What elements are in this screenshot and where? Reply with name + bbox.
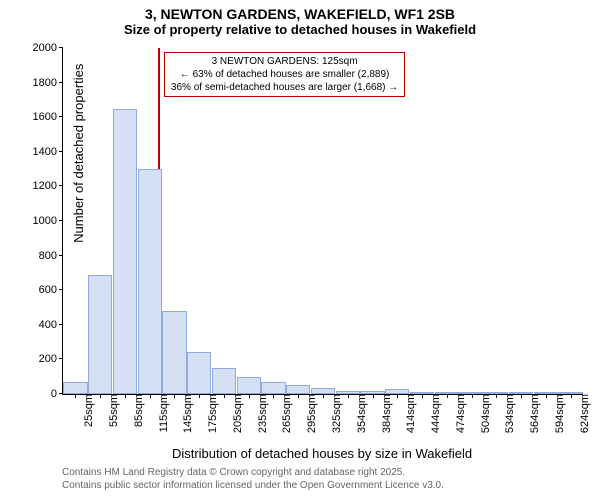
x-tick-label: 354sqm <box>352 394 368 433</box>
footer-attribution: Contains HM Land Registry data © Crown c… <box>62 466 444 492</box>
annotation-line2: ← 63% of detached houses are smaller (2,… <box>171 68 398 81</box>
bar <box>187 352 211 394</box>
y-tick-label: 600 <box>39 284 63 296</box>
bar <box>162 311 186 394</box>
annotation-box: 3 NEWTON GARDENS: 125sqm ← 63% of detach… <box>164 52 405 97</box>
x-tick-mark <box>323 394 324 398</box>
chart-subtitle: Size of property relative to detached ho… <box>0 22 600 37</box>
x-tick-mark <box>199 394 200 398</box>
x-tick-label: 534sqm <box>500 394 516 433</box>
y-tick-mark <box>59 185 63 186</box>
chart-title: 3, NEWTON GARDENS, WAKEFIELD, WF1 2SB <box>0 0 600 22</box>
x-tick-mark <box>100 394 101 398</box>
footer-line1: Contains HM Land Registry data © Crown c… <box>62 466 444 479</box>
x-tick-mark <box>75 394 76 398</box>
y-tick-mark <box>59 289 63 290</box>
x-tick-mark <box>521 394 522 398</box>
y-tick-label: 1800 <box>33 77 63 89</box>
x-tick-label: 115sqm <box>154 394 170 432</box>
y-tick-mark <box>59 255 63 256</box>
y-tick-label: 1400 <box>33 146 63 158</box>
y-tick-mark <box>59 82 63 83</box>
x-tick-mark <box>496 394 497 398</box>
y-tick-label: 0 <box>51 388 63 400</box>
y-tick-mark <box>59 324 63 325</box>
x-tick-label: 504sqm <box>476 394 492 433</box>
bar <box>88 275 112 394</box>
y-tick-mark <box>59 47 63 48</box>
x-tick-mark <box>397 394 398 398</box>
x-tick-label: 594sqm <box>550 394 566 433</box>
y-tick-mark <box>59 358 63 359</box>
x-tick-label: 205sqm <box>228 394 244 433</box>
y-tick-mark <box>59 151 63 152</box>
x-tick-mark <box>174 394 175 398</box>
x-tick-mark <box>472 394 473 398</box>
x-tick-mark <box>249 394 250 398</box>
x-axis-label: Distribution of detached houses by size … <box>172 446 472 461</box>
x-tick-label: 25sqm <box>79 394 95 427</box>
x-tick-mark <box>348 394 349 398</box>
x-tick-label: 414sqm <box>401 394 417 433</box>
x-tick-label: 384sqm <box>377 394 393 433</box>
x-tick-label: 624sqm <box>575 394 591 433</box>
bar <box>261 382 285 394</box>
x-tick-label: 474sqm <box>451 394 467 433</box>
x-tick-mark <box>125 394 126 398</box>
x-tick-label: 325sqm <box>327 394 343 433</box>
plot-area: 3 NEWTON GARDENS: 125sqm ← 63% of detach… <box>62 48 583 395</box>
x-tick-mark <box>422 394 423 398</box>
annotation-line1: 3 NEWTON GARDENS: 125sqm <box>171 55 398 68</box>
chart-container: 3, NEWTON GARDENS, WAKEFIELD, WF1 2SB Si… <box>0 0 600 500</box>
x-tick-label: 55sqm <box>104 394 120 427</box>
y-tick-label: 1200 <box>33 180 63 192</box>
x-tick-mark <box>298 394 299 398</box>
y-tick-label: 800 <box>39 250 63 262</box>
x-tick-label: 444sqm <box>426 394 442 433</box>
y-tick-mark <box>59 220 63 221</box>
bar <box>237 377 261 394</box>
x-tick-label: 235sqm <box>253 394 269 433</box>
bar <box>113 109 137 394</box>
x-tick-mark <box>373 394 374 398</box>
bar <box>286 385 310 394</box>
x-tick-mark <box>447 394 448 398</box>
bar <box>63 382 87 394</box>
footer-line2: Contains public sector information licen… <box>62 479 444 492</box>
y-tick-label: 1000 <box>33 215 63 227</box>
y-tick-label: 200 <box>39 353 63 365</box>
x-tick-label: 265sqm <box>277 394 293 433</box>
y-tick-label: 2000 <box>33 42 63 54</box>
x-tick-mark <box>273 394 274 398</box>
x-tick-mark <box>546 394 547 398</box>
y-tick-mark <box>59 116 63 117</box>
x-tick-mark <box>571 394 572 398</box>
x-tick-label: 564sqm <box>525 394 541 433</box>
y-tick-label: 1600 <box>33 111 63 123</box>
bar <box>138 169 162 394</box>
x-tick-mark <box>224 394 225 398</box>
y-tick-label: 400 <box>39 319 63 331</box>
x-tick-label: 85sqm <box>129 394 145 427</box>
x-tick-label: 175sqm <box>203 394 219 433</box>
x-tick-mark <box>150 394 151 398</box>
bar <box>212 368 236 394</box>
annotation-line3: 36% of semi-detached houses are larger (… <box>171 81 398 94</box>
x-tick-label: 295sqm <box>302 394 318 433</box>
x-tick-label: 145sqm <box>178 394 194 433</box>
